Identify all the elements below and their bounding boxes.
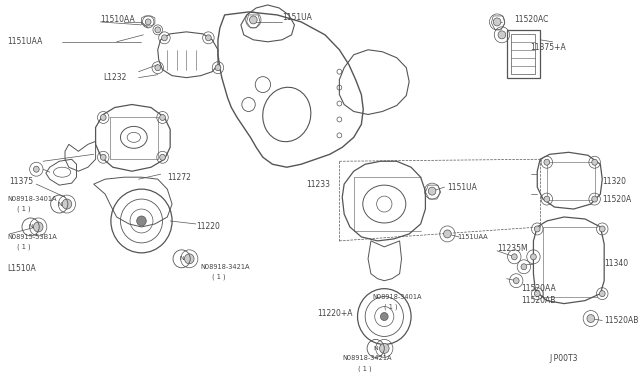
Text: 11220: 11220	[196, 222, 220, 231]
Circle shape	[600, 226, 605, 232]
Text: ( 1 ): ( 1 )	[17, 244, 31, 250]
Circle shape	[161, 35, 167, 41]
Text: N08918-3421A: N08918-3421A	[201, 264, 250, 270]
Text: N: N	[28, 224, 33, 230]
Text: L1232: L1232	[103, 73, 127, 82]
Text: 11320: 11320	[602, 177, 627, 186]
Text: N: N	[179, 256, 184, 261]
Text: N08918-3421A: N08918-3421A	[342, 355, 392, 361]
Text: 1151UAA: 1151UAA	[457, 234, 488, 240]
Circle shape	[380, 312, 388, 321]
Text: 1151UA: 1151UA	[282, 13, 312, 22]
Bar	[511, 34, 535, 74]
Circle shape	[521, 264, 527, 270]
Circle shape	[592, 159, 598, 165]
Circle shape	[428, 187, 436, 195]
Text: 11520AB: 11520AB	[604, 316, 639, 325]
Text: N08918-3401A: N08918-3401A	[8, 196, 57, 202]
Text: ( 1 ): ( 1 )	[212, 273, 226, 280]
Circle shape	[159, 154, 165, 160]
Circle shape	[600, 291, 605, 296]
Circle shape	[155, 65, 161, 71]
Text: ( 1 ): ( 1 )	[384, 303, 398, 310]
Bar	[547, 162, 595, 200]
Circle shape	[137, 216, 147, 226]
Text: 11272: 11272	[167, 173, 191, 182]
Text: 11520AB: 11520AB	[521, 296, 556, 305]
Text: ( 1 ): ( 1 )	[358, 365, 372, 372]
Circle shape	[587, 315, 595, 323]
Text: N: N	[373, 346, 378, 351]
Circle shape	[33, 222, 43, 232]
Circle shape	[184, 254, 194, 264]
Text: 11375: 11375	[10, 177, 34, 186]
Circle shape	[205, 35, 211, 41]
Circle shape	[544, 159, 550, 165]
Circle shape	[534, 291, 540, 296]
Circle shape	[534, 226, 540, 232]
Circle shape	[511, 254, 517, 260]
Text: 11340: 11340	[604, 259, 628, 268]
Text: 11520AC: 11520AC	[515, 15, 548, 25]
Text: 1151UA: 1151UA	[447, 183, 477, 192]
Text: L1510A: L1510A	[8, 264, 36, 273]
Circle shape	[544, 196, 550, 202]
Circle shape	[100, 115, 106, 121]
Text: N: N	[57, 202, 61, 206]
Circle shape	[62, 199, 72, 209]
Circle shape	[493, 18, 501, 26]
Circle shape	[444, 230, 451, 238]
Text: 11235M: 11235M	[497, 244, 528, 253]
Circle shape	[513, 278, 519, 284]
Circle shape	[498, 31, 506, 39]
Circle shape	[100, 154, 106, 160]
Circle shape	[380, 343, 389, 353]
Text: 11220+A: 11220+A	[317, 309, 353, 318]
Circle shape	[531, 254, 536, 260]
Text: 11520AA: 11520AA	[521, 284, 556, 293]
Text: N08918-3401A: N08918-3401A	[373, 294, 422, 299]
Text: N08915-53B1A: N08915-53B1A	[8, 234, 58, 240]
Circle shape	[250, 16, 257, 24]
Text: 11375+A: 11375+A	[531, 43, 566, 52]
Text: 11510AA: 11510AA	[100, 15, 135, 25]
Text: 1151UAA: 1151UAA	[8, 37, 43, 46]
Circle shape	[215, 65, 221, 71]
Bar	[507, 30, 540, 78]
Text: J P00T3: J P00T3	[550, 354, 578, 363]
Text: 11520A: 11520A	[602, 195, 632, 203]
Circle shape	[592, 196, 598, 202]
Circle shape	[159, 115, 165, 121]
Text: ( 1 ): ( 1 )	[17, 206, 31, 212]
Circle shape	[155, 27, 161, 33]
Circle shape	[145, 19, 151, 25]
Circle shape	[33, 166, 39, 172]
Text: 11233: 11233	[306, 180, 330, 189]
